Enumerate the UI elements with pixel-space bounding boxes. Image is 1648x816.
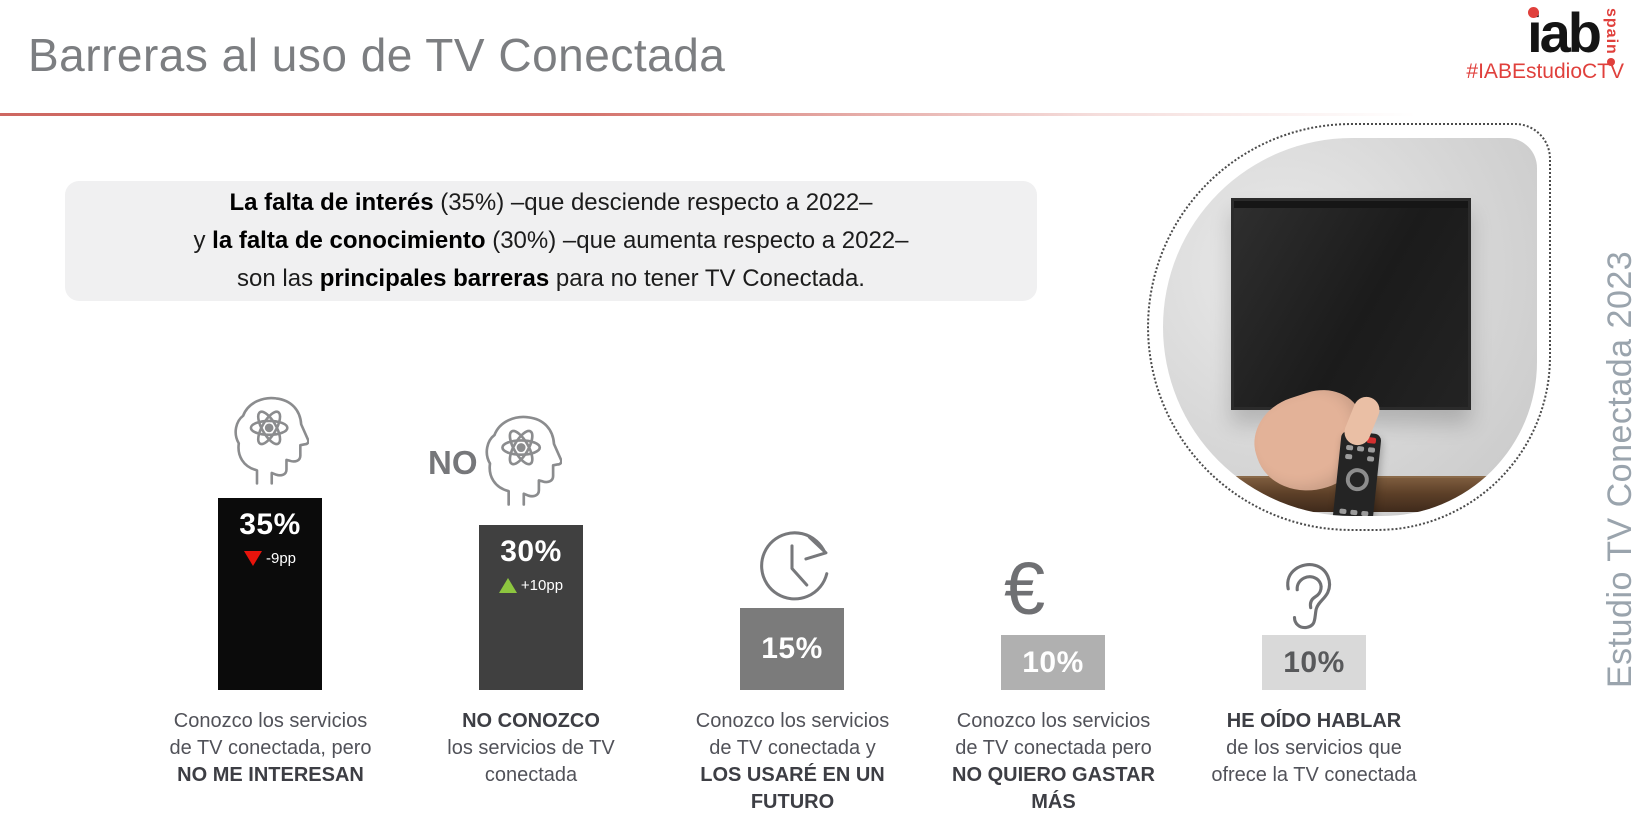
bar-caption: NO CONOZCO los servicios de TV conectada	[441, 708, 621, 789]
summary-bold-3: principales barreras	[319, 265, 550, 292]
bar-value: 15%	[761, 632, 823, 665]
tv-bezel	[1234, 201, 1468, 208]
title-underline	[0, 113, 1460, 116]
clock-future-icon	[752, 526, 832, 604]
delta-label: -9pp	[265, 550, 297, 567]
caption-regular: Conozco los servicios de TV conectada, p…	[169, 710, 372, 759]
iab-logo-spain-text: spain	[1603, 8, 1620, 55]
remote-buttons	[1345, 444, 1354, 451]
bar-no-quiero-gastar: 10%	[1001, 635, 1105, 690]
caption-regular: los servicios de TV conectada	[447, 737, 615, 786]
hashtag-label: #IABEstudioCTV	[1466, 60, 1624, 83]
delta-triangle-down-icon	[243, 551, 262, 566]
caption-regular: Conozco los servicios de TV conectada y	[695, 710, 890, 759]
bar-no-conozco: 30% +10pp	[479, 525, 583, 690]
euro-icon: €	[1004, 547, 1046, 630]
summary-rest-3: para no tener TV Conectada.	[549, 265, 865, 292]
bar-caption: HE OÍDO HABLAR de los servicios que ofre…	[1199, 708, 1429, 789]
tv-screen	[1231, 198, 1471, 410]
ear-icon	[1280, 560, 1336, 632]
remote-dpad	[1344, 467, 1370, 493]
delta-label: +10pp	[520, 577, 564, 594]
photo-blob	[1163, 138, 1537, 516]
bar-delta: +10pp	[498, 577, 564, 594]
caption-regular: de los servicios que ofrece la TV conect…	[1211, 737, 1417, 786]
side-label: Estudio TV Conectada 2023	[1601, 250, 1639, 688]
summary-bold-1: La falta de interés	[229, 189, 434, 216]
bar-caption: Conozco los servicios de TV conectada, p…	[163, 708, 378, 789]
iab-logo-spain-block: spain	[1602, 8, 1620, 66]
bar-caption: Conozco los servicios de TV conectada pe…	[946, 708, 1161, 816]
bar-value: 10%	[1022, 645, 1084, 679]
summary-pre-2: y	[193, 227, 213, 254]
head-brain-icon	[231, 393, 309, 487]
summary-bold-2: la falta de conocimiento	[212, 227, 486, 254]
photo-dotted-border	[1147, 123, 1551, 531]
no-head-brain-icon	[482, 412, 562, 508]
caption-regular: Conozco los servicios de TV conectada pe…	[955, 710, 1152, 759]
caption-bold: HE OÍDO HABLAR	[1226, 710, 1402, 732]
page-title: Barreras al uso de TV Conectada	[28, 29, 726, 81]
bar-value: 10%	[1283, 645, 1345, 679]
summary-line-1: La falta de interés (35%) –que desciende…	[65, 184, 1037, 222]
caption-bold: NO QUIERO GASTAR MÁS	[952, 764, 1155, 813]
delta-triangle-up-icon	[498, 578, 517, 593]
no-label: NO	[428, 444, 478, 481]
caption-bold: NO CONOZCO	[462, 710, 600, 732]
summary-rest-2: (30%) –que aumenta respecto a 2022–	[485, 227, 909, 254]
iab-logo-spain-dot	[1607, 57, 1615, 66]
iab-logo-red-dot	[1528, 7, 1540, 18]
bar-value: 30%	[500, 535, 562, 568]
iab-spain-logo: iab spain	[1527, 5, 1620, 66]
bar-he-oido-hablar: 10%	[1262, 635, 1366, 690]
iab-logo-word: iab	[1527, 1, 1602, 64]
caption-bold: NO ME INTERESAN	[177, 764, 364, 786]
caption-bold: LOS USARÉ EN UN FUTURO	[700, 764, 885, 813]
summary-line-3: son las principales barreras para no ten…	[65, 260, 1037, 298]
bar-caption: Conozco los servicios de TV conectada y …	[685, 708, 900, 816]
iab-logo-text: iab	[1527, 5, 1602, 61]
bar-no-me-interesan: 35% -9pp	[218, 498, 322, 690]
bar-value: 35%	[239, 508, 301, 541]
summary-pre-3: son las	[237, 265, 320, 292]
bar-delta: -9pp	[243, 550, 297, 567]
summary-rest-1: (35%) –que desciende respecto a 2022–	[433, 189, 873, 216]
summary-box: La falta de interés (35%) –que desciende…	[65, 181, 1037, 301]
summary-line-2: y la falta de conocimiento (30%) –que au…	[65, 222, 1037, 260]
bar-usare-en-futuro: 15%	[740, 608, 844, 690]
